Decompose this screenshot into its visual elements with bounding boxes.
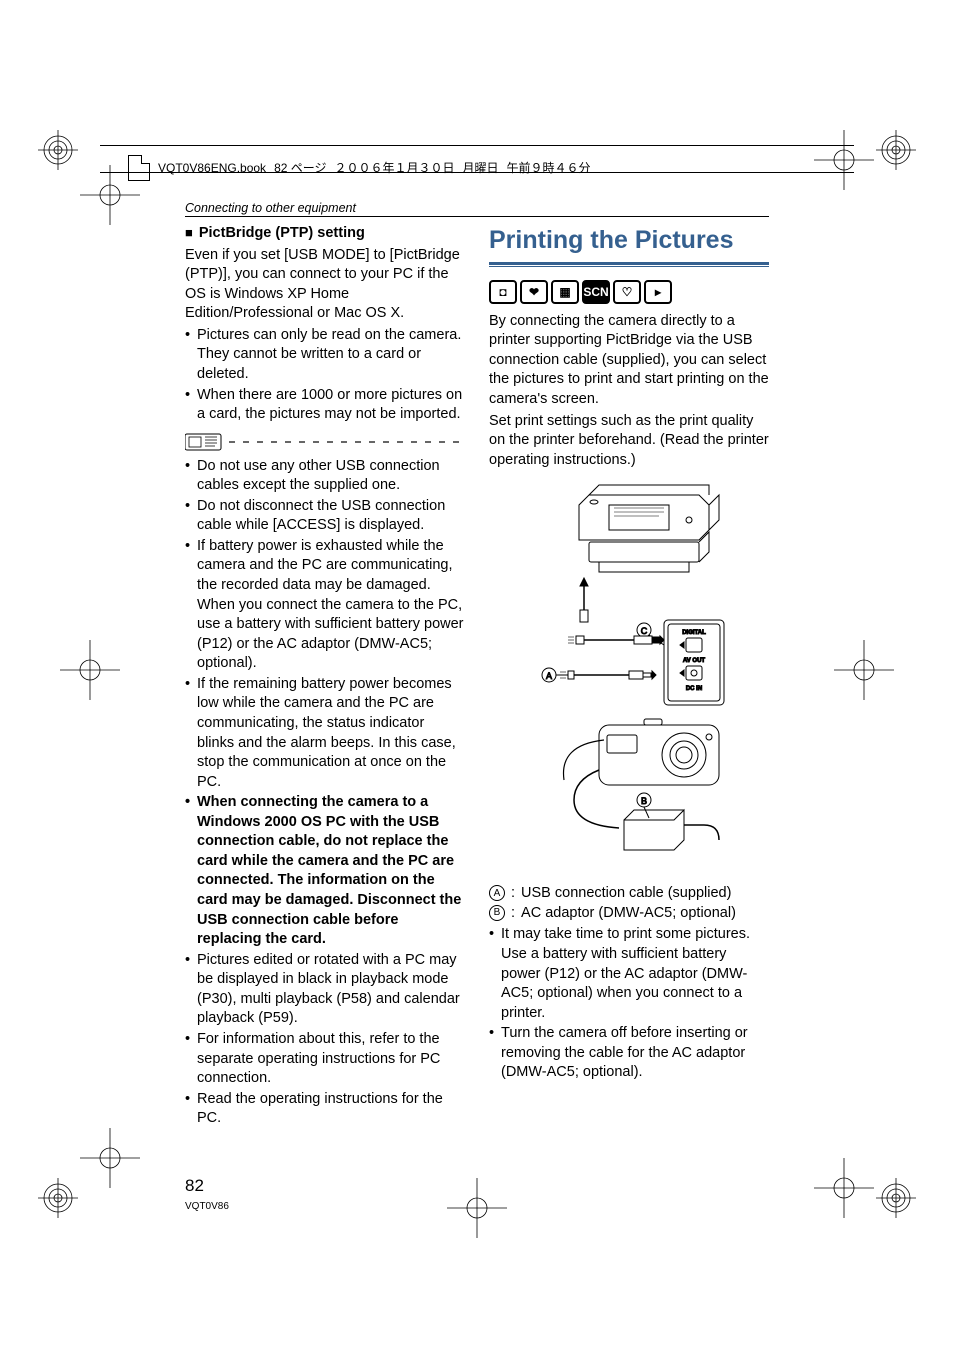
legend-row: A:USB connection cable (supplied) xyxy=(489,884,769,904)
legend-list: A:USB connection cable (supplied)B:AC ad… xyxy=(489,884,769,923)
note-bullet-item: If the remaining battery power becomes l… xyxy=(185,675,465,792)
mode-icons-row: ◘❤▦SCN♡▸ xyxy=(489,280,769,304)
play-icon: ▸ xyxy=(644,280,672,304)
header-time: 午前９時４６分 xyxy=(507,160,591,176)
title-underline xyxy=(489,262,769,268)
crosshair-bc xyxy=(447,1178,507,1238)
legend-label-B: B xyxy=(489,905,505,921)
right-bullet-item: Turn the camera off before inserting or … xyxy=(489,1024,769,1083)
doc-code: VQT0V86 xyxy=(185,1200,229,1214)
page-number: 82 xyxy=(185,1175,204,1198)
heart-hand-icon: ❤ xyxy=(520,280,548,304)
note-bullet-item: Pictures edited or rotated with a PC may… xyxy=(185,951,465,1029)
note-bullet-item: Do not disconnect the USB connection cab… xyxy=(185,497,465,536)
page-icon xyxy=(128,155,150,181)
right-para-1: By connecting the camera directly to a p… xyxy=(489,312,769,410)
dcin-label: DC IN xyxy=(686,686,702,692)
note-bullet-item: When connecting the camera to a Windows … xyxy=(185,793,465,950)
intro-paragraph: Even if you set [USB MODE] to [PictBridg… xyxy=(185,246,465,324)
note-divider xyxy=(185,431,465,453)
right-para-2: Set print settings such as the print qua… xyxy=(489,412,769,471)
section-header: Connecting to other equipment xyxy=(185,200,356,217)
note-bullet-item: For information about this, refer to the… xyxy=(185,1030,465,1089)
svg-text:A: A xyxy=(546,671,552,681)
avout-label: AV OUT xyxy=(683,658,706,664)
reg-mark-br xyxy=(876,1178,916,1218)
svg-text:B: B xyxy=(641,796,647,806)
section-rule xyxy=(185,216,769,217)
crosshair-bl xyxy=(80,1128,140,1188)
header-rule-top xyxy=(100,145,854,146)
reg-mark-tl xyxy=(38,130,78,170)
legend-row: B:AC adaptor (DMW-AC5; optional) xyxy=(489,904,769,924)
heart-icon: ♡ xyxy=(613,280,641,304)
crosshair-left xyxy=(60,640,120,700)
notes-bullet-list: Do not use any other USB connection cabl… xyxy=(185,457,465,1129)
reg-mark-tr xyxy=(876,130,916,170)
top-bullet-item: When there are 1000 or more pictures on … xyxy=(185,386,465,425)
note-bullet-item: If battery power is exhausted while the … xyxy=(185,537,465,674)
reg-mark-bl xyxy=(38,1178,78,1218)
scn-icon: SCN xyxy=(582,280,610,304)
header-weekday: 月曜日 xyxy=(463,160,499,176)
legend-label-A: A xyxy=(489,885,505,901)
content-columns: ■ PictBridge (PTP) setting Even if you s… xyxy=(185,224,769,1158)
right-bullet-item: It may take time to print some pictures.… xyxy=(489,925,769,1023)
note-bullet-item: Do not use any other USB connection cabl… xyxy=(185,457,465,496)
header-book: VQT0V86ENG.book xyxy=(158,160,266,176)
print-header: VQT0V86ENG.book 82 ページ ２００６年１月３０日 月曜日 午前… xyxy=(120,155,834,181)
legend-text: USB connection cable (supplied) xyxy=(521,884,731,904)
pictbridge-subhead: PictBridge (PTP) setting xyxy=(199,224,365,244)
movie-icon: ▦ xyxy=(551,280,579,304)
header-date: ２００６年１月３０日 xyxy=(335,160,455,176)
crosshair-right xyxy=(834,640,894,700)
header-rule-bot xyxy=(100,172,854,173)
header-page: 82 ページ xyxy=(274,160,326,176)
top-bullet-item: Pictures can only be read on the camera.… xyxy=(185,326,465,385)
top-bullet-list: Pictures can only be read on the camera.… xyxy=(185,326,465,425)
crosshair-br xyxy=(814,1158,874,1218)
camera-icon: ◘ xyxy=(489,280,517,304)
main-title: Printing the Pictures xyxy=(489,224,769,258)
subhead-row: ■ PictBridge (PTP) setting xyxy=(185,224,465,244)
note-bullet-item: Read the operating instructions for the … xyxy=(185,1090,465,1129)
legend-text: AC adaptor (DMW-AC5; optional) xyxy=(521,904,736,924)
svg-text:C: C xyxy=(641,626,648,636)
digital-label: DIGITAL xyxy=(682,630,706,636)
square-bullet-icon: ■ xyxy=(185,224,193,242)
connection-diagram: DIGITAL AV OUT DC IN C xyxy=(489,480,769,870)
right-bullet-list: It may take time to print some pictures.… xyxy=(489,925,769,1083)
